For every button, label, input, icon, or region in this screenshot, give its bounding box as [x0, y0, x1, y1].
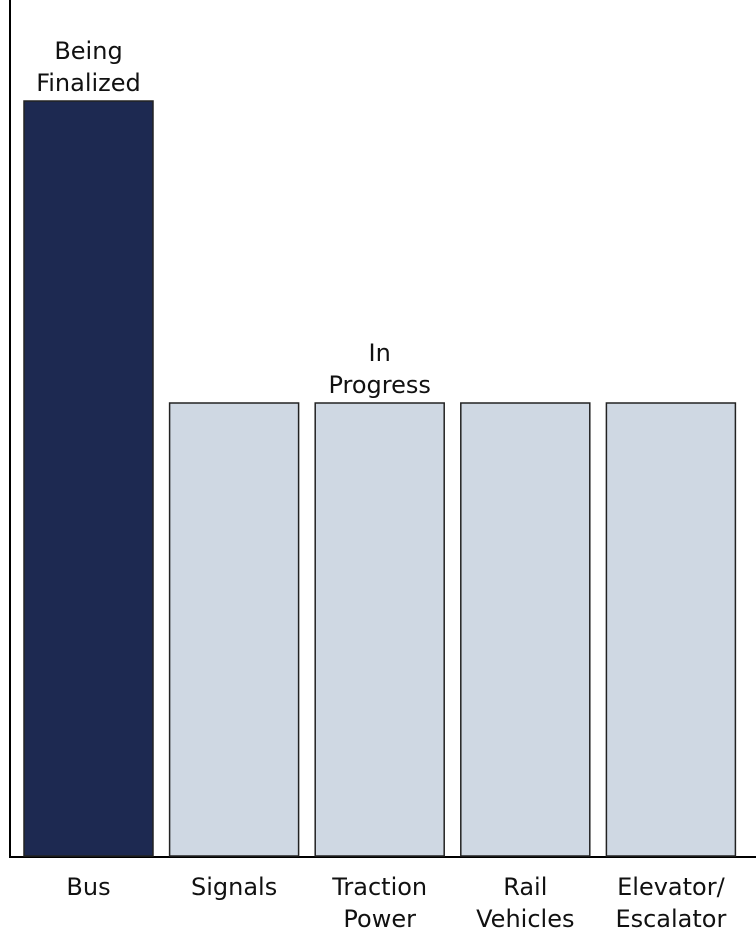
bar-2	[314, 402, 445, 857]
annotation-0: Being Finalized	[36, 37, 141, 97]
annotations-group: Being Finalized In Progress	[36, 37, 431, 399]
bar-4	[605, 402, 737, 857]
category-label-2-line-0: Traction	[331, 873, 427, 901]
bar-0	[23, 100, 154, 857]
category-label-3-line-0: Rail	[503, 873, 547, 901]
category-label-2: Traction Power	[331, 873, 427, 933]
category-label-0-line-0: Bus	[66, 873, 110, 901]
bar-3	[460, 402, 591, 857]
category-label-1: Signals	[191, 873, 277, 901]
bars-group	[23, 100, 737, 857]
annotation-1-line-1: Progress	[328, 371, 430, 399]
category-label-1-line-0: Signals	[191, 873, 277, 901]
category-label-3-line-1: Vehicles	[476, 905, 574, 933]
annotation-0-line-1: Finalized	[36, 69, 141, 97]
category-label-4: Elevator/Escalator	[615, 873, 726, 933]
annotation-0-line-0: Being	[54, 37, 122, 65]
category-labels-group: Bus Signals Traction Power Rail Vehicles Eleva…	[66, 873, 726, 933]
annotation-1-line-0: In	[369, 339, 391, 367]
category-label-2-line-1: Power	[343, 905, 416, 933]
category-label-3: Rail Vehicles	[476, 873, 574, 933]
category-label-4-line-0: Elevator/	[617, 873, 725, 901]
category-label-4-line-1: Escalator	[615, 905, 726, 933]
bar-1	[168, 402, 300, 857]
annotation-1: In Progress	[328, 339, 430, 399]
category-label-0: Bus	[66, 873, 110, 901]
